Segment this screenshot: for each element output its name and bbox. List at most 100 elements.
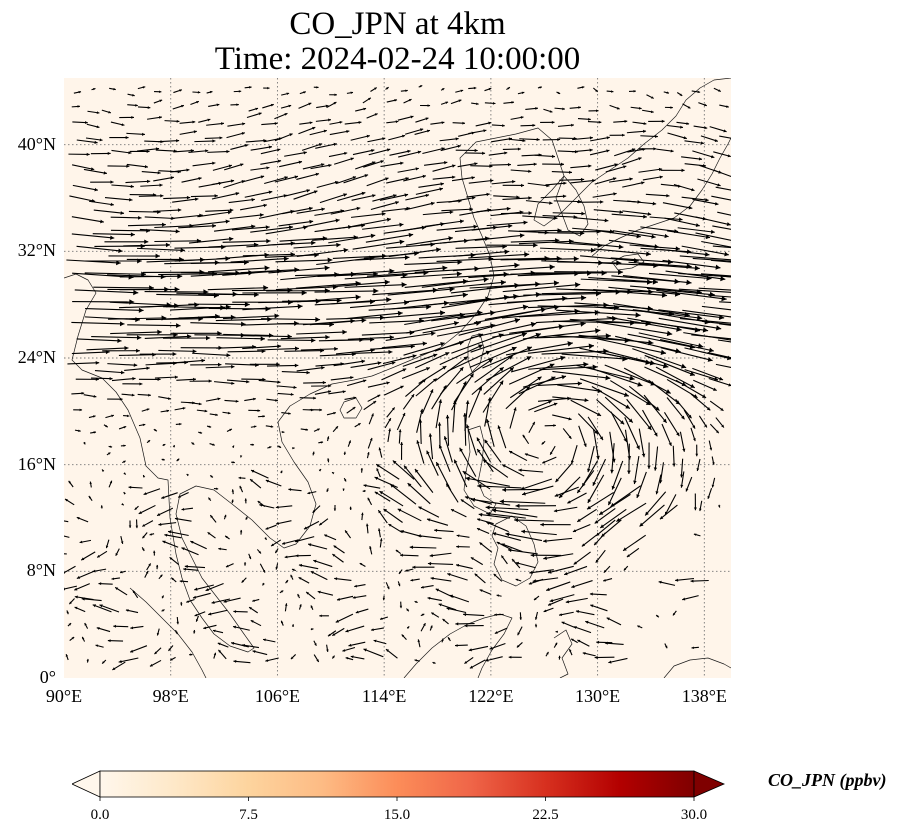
wind-vector-shaft (85, 137, 103, 141)
wind-vector-head (567, 341, 573, 347)
wind-vector-head (577, 381, 582, 386)
wind-vector-head (332, 554, 336, 557)
wind-vector-head (519, 617, 522, 620)
wind-vector-head (257, 409, 261, 412)
wind-vector-head (362, 489, 366, 493)
wind-vector-head (498, 333, 504, 339)
wind-vector-shaft (351, 194, 376, 201)
wind-vector-shaft (509, 376, 542, 399)
wind-vector-shaft (153, 176, 174, 182)
wind-vector-shaft (501, 310, 580, 319)
wind-vector-head (509, 367, 514, 372)
wind-vector-head (361, 191, 366, 196)
wind-vector-head (179, 579, 183, 583)
wind-vector-shaft (293, 190, 318, 200)
wind-vector-head (588, 117, 591, 121)
wind-vector-head (635, 312, 641, 318)
wind-vector-shaft (315, 363, 344, 367)
wind-vector-head (528, 196, 532, 200)
wind-vector-shaft (405, 321, 459, 334)
wind-vector-shaft (453, 373, 475, 403)
wind-vector-shaft (482, 333, 542, 355)
wind-vector-head (227, 210, 232, 215)
wind-vector-shaft (284, 350, 325, 352)
wind-vector-shaft (233, 660, 251, 664)
wind-vector-head (226, 149, 230, 154)
wind-vector-head (523, 220, 528, 225)
wind-vector-head (308, 543, 312, 547)
wind-vector-shaft (403, 465, 422, 488)
wind-vector-head (98, 582, 102, 586)
wind-vector-shaft (71, 164, 95, 171)
wind-vector-shaft (352, 240, 405, 250)
wind-vector-shaft (404, 261, 463, 265)
wind-vector-head (107, 452, 111, 455)
wind-vector-head (186, 168, 190, 172)
wind-vector-shaft (369, 319, 424, 324)
wind-vector-head (100, 505, 103, 508)
wind-vector-head (723, 129, 727, 133)
wind-vector-head (477, 449, 481, 453)
wind-vector-shaft (81, 598, 102, 602)
wind-vector-shaft (280, 336, 330, 340)
wind-vector-shaft (92, 233, 135, 236)
wind-vector-shaft (542, 215, 578, 218)
wind-vector-head (571, 584, 575, 589)
wind-vector-head (490, 179, 494, 183)
wind-vector-shaft (713, 169, 731, 178)
wind-vector-shaft (519, 229, 562, 232)
wind-vector-head (588, 164, 592, 168)
wind-vector-shaft (379, 193, 409, 201)
wind-vector-head (680, 363, 687, 369)
wind-vector-head (383, 508, 387, 513)
wind-vector-head (709, 447, 713, 451)
wind-vector-shaft (451, 333, 504, 354)
wind-vector-shaft (590, 136, 610, 142)
wind-vector-head (403, 465, 408, 470)
wind-vector-shaft (409, 546, 437, 549)
wind-vector-shaft (204, 137, 223, 140)
wind-vector-head (321, 207, 325, 212)
wind-vector-shaft (484, 439, 502, 463)
wind-vector-shaft (654, 446, 659, 471)
wind-vector-shaft (230, 257, 289, 263)
wind-vector-head (102, 469, 105, 472)
wind-vector-head (427, 104, 431, 107)
wind-vector-shaft (693, 379, 717, 392)
wind-vector-shaft (310, 570, 328, 581)
wind-vector-shaft (282, 207, 313, 215)
wind-vector-head (600, 524, 605, 528)
wind-vector-head (93, 87, 96, 91)
wind-vector-shaft (606, 316, 682, 331)
wind-vector-shaft (436, 225, 478, 231)
wind-vector-head (333, 545, 337, 549)
wind-vector-head (319, 408, 323, 412)
wind-vector-head (309, 121, 313, 125)
wind-vector-head (676, 432, 680, 437)
wind-vector-shaft (640, 226, 679, 233)
wind-vector-shaft (532, 577, 559, 582)
wind-vector-shaft (319, 193, 348, 204)
wind-vector-head (560, 162, 565, 166)
wind-vector-head (715, 430, 719, 434)
wind-vector-shaft (682, 309, 731, 318)
wind-vector-shaft (595, 519, 616, 537)
wind-vector-shaft (370, 345, 415, 350)
wind-vector-head (573, 626, 577, 630)
wind-vector-head (306, 189, 310, 193)
wind-vector-head (183, 567, 187, 571)
wind-vector-shaft (522, 215, 558, 219)
wind-vector-head (355, 610, 359, 614)
wind-vector-shaft (594, 508, 616, 524)
wind-vector-head (380, 160, 384, 164)
wind-vector-shaft (170, 169, 190, 173)
wind-vector-shaft (608, 657, 628, 664)
wind-vector-head (334, 93, 337, 97)
wind-vector-shaft (543, 537, 573, 542)
wind-vector-head (427, 561, 432, 566)
wind-vector-head (402, 368, 407, 372)
wind-vector-head (666, 91, 669, 94)
wind-vector-shaft (701, 240, 731, 248)
wind-vector-shaft (181, 547, 199, 556)
wind-vector-head (214, 194, 218, 198)
